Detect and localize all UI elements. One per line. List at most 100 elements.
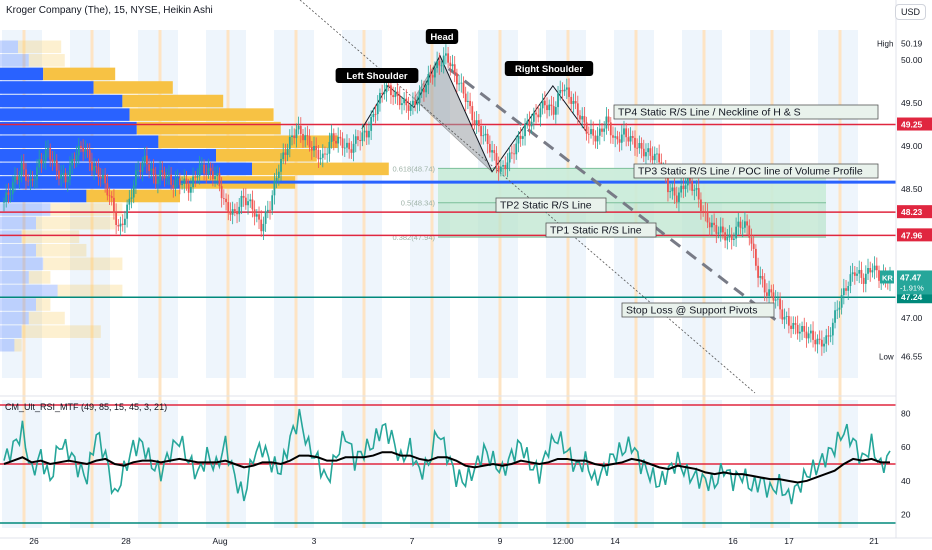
volume-bar-down [36,243,87,257]
candle-body [262,223,265,232]
symbol-header: Kroger Company (The), 15, NYSE, Heikin A… [6,5,213,16]
candle-body [121,223,124,225]
candle-body [167,174,170,176]
candle-body [277,171,280,178]
candle-body [370,117,373,131]
candle-body [258,214,260,220]
candle-body [9,193,12,195]
volume-bar-down [129,108,274,121]
candle-body [761,276,764,280]
candle-body [869,268,872,273]
candle-body [711,222,713,228]
candle-body [181,183,183,186]
candle-body [667,177,669,193]
candle-body [741,227,744,229]
candle-body [543,100,546,106]
candle-body [238,206,241,215]
tp3-label: TP3 Static R/S Line / POC line of Volume… [638,166,863,178]
candle-body [361,132,364,142]
candle-body [280,158,282,172]
candle-body [842,288,845,296]
candle-body [693,189,696,191]
candle-body [820,339,823,347]
candle-body [95,166,98,168]
candle-body [376,103,379,115]
candle-body [40,159,43,164]
level-price-text: 47.96 [901,230,923,240]
candle-body [594,135,597,142]
candle-body [521,136,524,139]
candle-body [625,128,628,138]
candle-body [486,133,489,145]
candle-body [691,181,694,191]
candle-body [798,331,801,334]
candle-body [642,148,645,157]
candle-body [220,186,223,199]
candle-body [563,89,566,92]
candle-body [324,153,326,155]
volume-bar-down [28,54,65,67]
candle-body [115,212,118,225]
candle-body [225,198,227,203]
candle-body [823,343,825,347]
candle-body [557,93,559,108]
currency-button[interactable]: USD [894,4,926,20]
candle-body [831,322,834,336]
candle-body [244,197,247,206]
pattern-polyline [361,54,588,173]
candle-body [25,169,27,181]
candle-body [357,136,359,140]
last-change: -1.91% [900,283,924,292]
candle-body [429,74,432,76]
candle-body [269,209,271,211]
volume-bar-up [0,108,130,121]
candle-body [726,236,729,241]
volume-bar-down [28,311,65,325]
candle-body [453,64,456,74]
ticker-badge-bg [880,270,894,284]
candle-body [350,149,353,153]
candle-body [847,285,850,291]
rsi-tick: 60 [901,442,911,452]
candle-body [700,199,702,212]
candle-body [150,168,153,172]
candle-body [574,100,577,104]
candle-body [609,122,612,136]
candle-body [737,221,740,227]
time-tick: 26 [29,536,39,546]
candle-body [781,309,784,320]
candle-body [284,152,287,155]
volume-bar-up [0,216,36,230]
candle-body [392,95,395,98]
fib-label: 0.618(48.74) [392,164,435,173]
volume-bar-down [14,338,22,352]
volume-bar-down [158,135,339,149]
volume-bar-up [0,284,58,298]
candle-body [293,135,296,139]
candle-body [565,87,568,90]
candle-body [352,143,355,153]
volume-bar-up [0,257,44,271]
candle-body [53,160,56,162]
candle-body [412,100,414,106]
candle-body [308,136,311,147]
candle-body [47,148,49,150]
candle-body [774,299,777,301]
candle-body [651,155,654,161]
candle-body [214,176,216,180]
candle-body [871,270,874,273]
candle-body [675,195,678,202]
candle-body [526,120,529,125]
candle-body [838,307,841,310]
price-tick: 49.50 [901,98,923,108]
volume-bar-down [216,149,317,162]
candle-body [368,130,370,138]
volume-bar-up [0,298,36,311]
candle-body [36,167,38,180]
price-tick: 50.00 [901,55,923,65]
candle-body [695,188,698,190]
candle-body [328,141,331,154]
candle-body [365,130,368,138]
candle-body [291,135,293,137]
